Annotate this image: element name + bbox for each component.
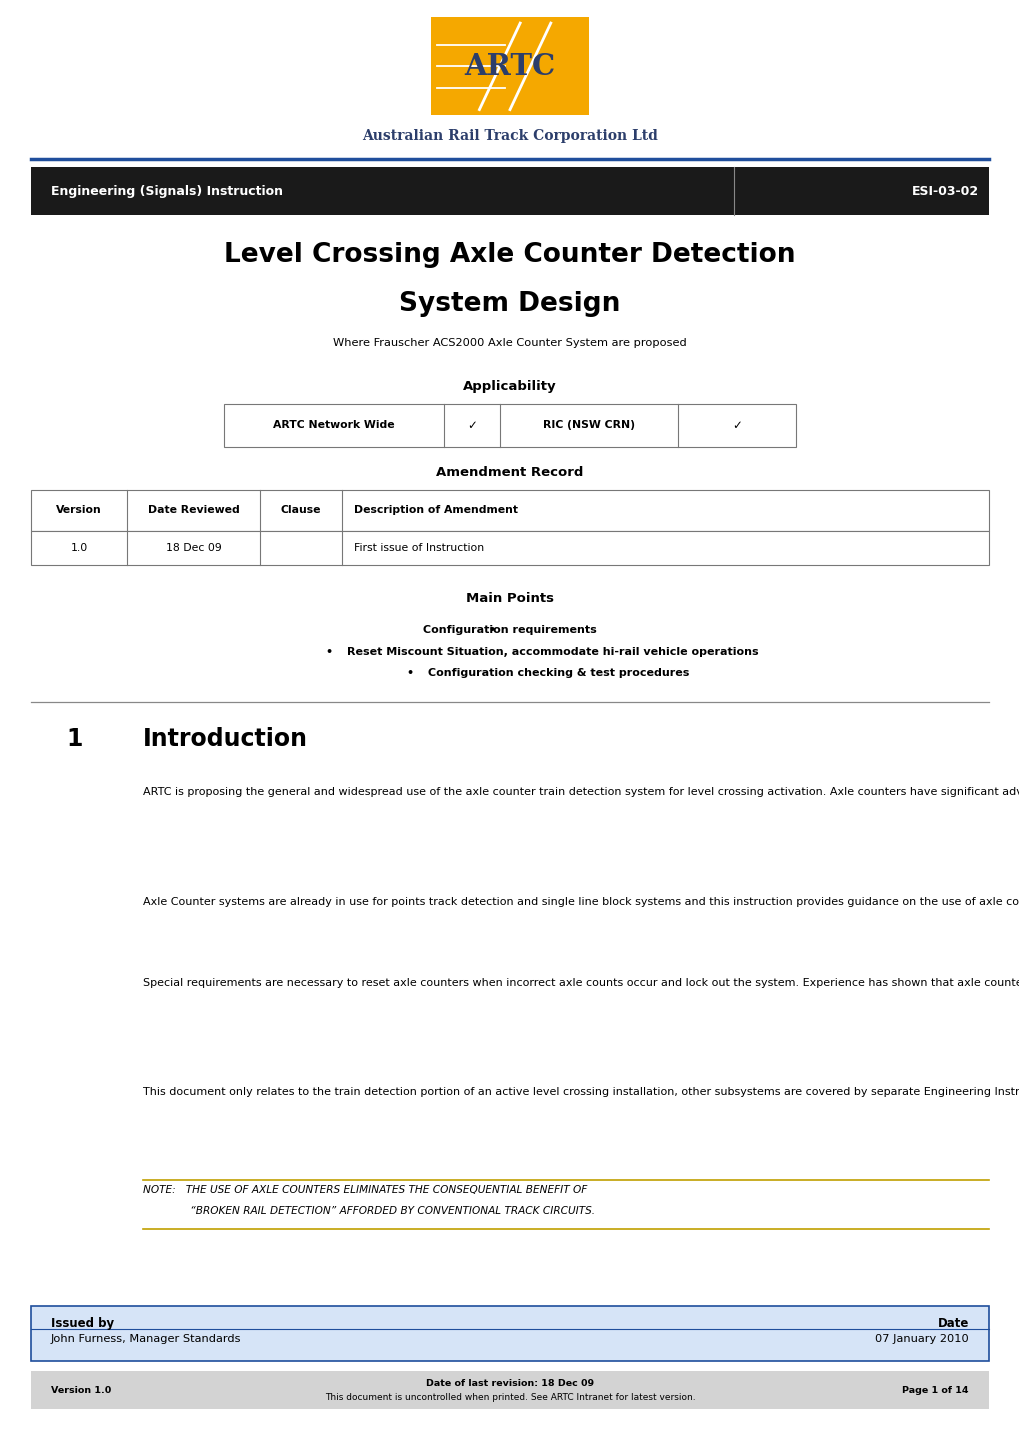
Text: 18 Dec 09: 18 Dec 09 xyxy=(166,544,221,552)
Bar xyxy=(31,1306,988,1361)
Bar xyxy=(224,404,795,447)
Text: 1.0: 1.0 xyxy=(70,544,88,552)
Text: RIC (NSW CRN): RIC (NSW CRN) xyxy=(542,421,635,430)
Text: Special requirements are necessary to reset axle counters when incorrect axle co: Special requirements are necessary to re… xyxy=(143,978,1019,988)
Text: •: • xyxy=(407,669,413,678)
Text: Level Crossing Axle Counter Detection: Level Crossing Axle Counter Detection xyxy=(224,242,795,268)
Text: NOTE:   THE USE OF AXLE COUNTERS ELIMINATES THE CONSEQUENTIAL BENEFIT OF: NOTE: THE USE OF AXLE COUNTERS ELIMINATE… xyxy=(143,1185,587,1195)
Text: •: • xyxy=(488,626,494,634)
Text: Where Frauscher ACS2000 Axle Counter System are proposed: Where Frauscher ACS2000 Axle Counter Sys… xyxy=(333,339,686,348)
Text: Configuration requirements: Configuration requirements xyxy=(423,626,596,634)
Text: ✓: ✓ xyxy=(732,418,741,433)
Text: Engineering (Signals) Instruction: Engineering (Signals) Instruction xyxy=(51,185,282,198)
Text: Clause: Clause xyxy=(280,506,321,515)
Bar xyxy=(31,167,988,215)
Text: Configuration checking & test procedures: Configuration checking & test procedures xyxy=(428,669,689,678)
Text: Date: Date xyxy=(936,1317,968,1330)
Text: This document is uncontrolled when printed. See ARTC Intranet for latest version: This document is uncontrolled when print… xyxy=(324,1393,695,1402)
Text: ARTC Network Wide: ARTC Network Wide xyxy=(273,421,394,430)
Text: This document only relates to the train detection portion of an active level cro: This document only relates to the train … xyxy=(143,1087,1019,1097)
Text: Date of last revision: 18 Dec 09: Date of last revision: 18 Dec 09 xyxy=(426,1379,593,1389)
Bar xyxy=(431,17,589,115)
Text: Reset Miscount Situation, accommodate hi-rail vehicle operations: Reset Miscount Situation, accommodate hi… xyxy=(346,647,758,656)
Text: Date Reviewed: Date Reviewed xyxy=(148,506,239,515)
Text: Axle Counter systems are already in use for points track detection and single li: Axle Counter systems are already in use … xyxy=(143,897,1019,907)
Text: Description of Amendment: Description of Amendment xyxy=(354,506,518,515)
Text: Main Points: Main Points xyxy=(466,591,553,606)
Text: ✓: ✓ xyxy=(467,418,476,433)
Text: Applicability: Applicability xyxy=(463,379,556,394)
Text: System Design: System Design xyxy=(398,291,621,317)
Text: “BROKEN RAIL DETECTION” AFFORDED BY CONVENTIONAL TRACK CIRCUITS.: “BROKEN RAIL DETECTION” AFFORDED BY CONV… xyxy=(143,1206,594,1216)
Text: Introduction: Introduction xyxy=(143,727,308,751)
Text: ARTC: ARTC xyxy=(464,52,555,81)
Text: Page 1 of 14: Page 1 of 14 xyxy=(902,1386,968,1394)
Text: ARTC is proposing the general and widespread use of the axle counter train detec: ARTC is proposing the general and widesp… xyxy=(143,787,1019,797)
Bar xyxy=(31,531,988,565)
Text: Australian Rail Track Corporation Ltd: Australian Rail Track Corporation Ltd xyxy=(362,128,657,143)
Text: 07 January 2010: 07 January 2010 xyxy=(874,1334,968,1344)
Text: •: • xyxy=(325,647,331,656)
Bar xyxy=(31,490,988,531)
Text: Version: Version xyxy=(56,506,102,515)
Text: ESI-03-02: ESI-03-02 xyxy=(911,185,978,198)
Bar xyxy=(31,1371,988,1409)
Text: John Furness, Manager Standards: John Furness, Manager Standards xyxy=(51,1334,242,1344)
Text: Amendment Record: Amendment Record xyxy=(436,466,583,480)
Text: Issued by: Issued by xyxy=(51,1317,114,1330)
Text: Version 1.0: Version 1.0 xyxy=(51,1386,111,1394)
Text: 1: 1 xyxy=(66,727,83,751)
Text: First issue of Instruction: First issue of Instruction xyxy=(354,544,484,552)
